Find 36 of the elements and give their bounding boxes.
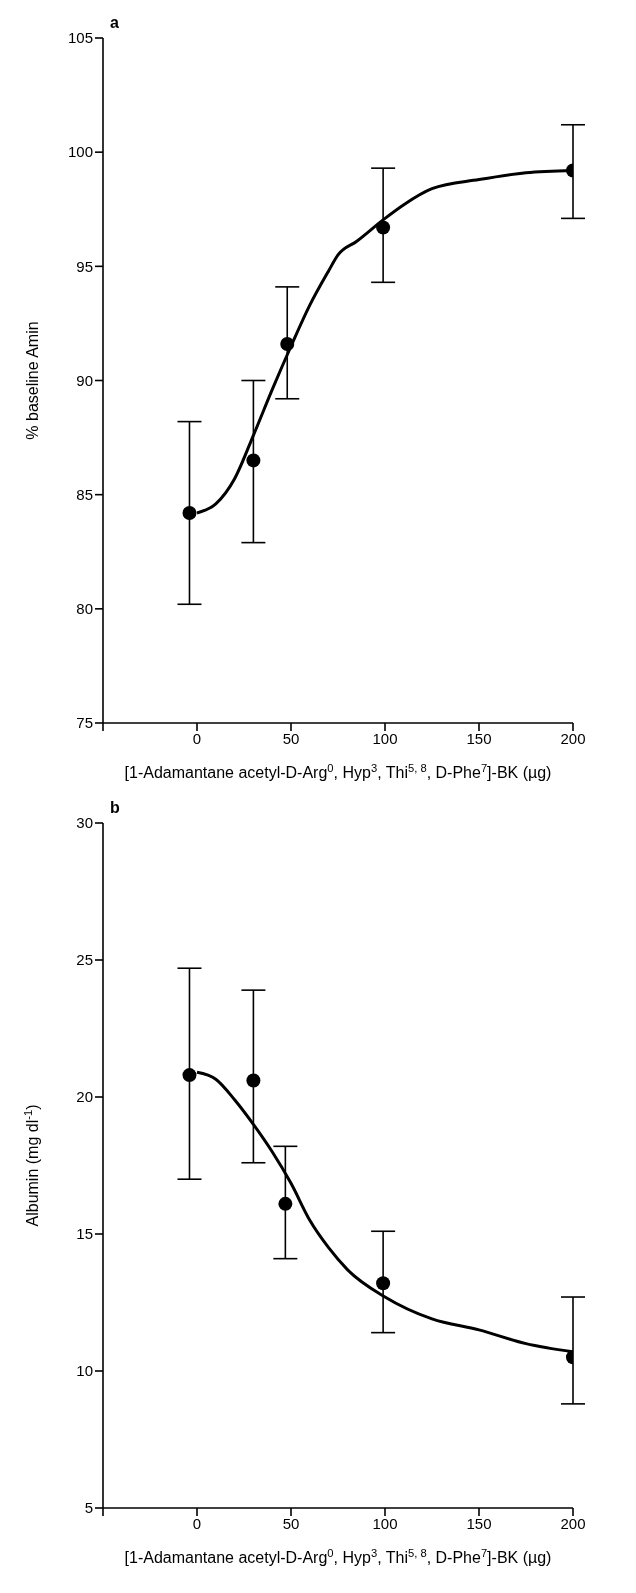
point xyxy=(280,336,295,351)
point xyxy=(376,1276,391,1291)
y-tick-label: 15 xyxy=(76,1225,93,1243)
y-tick-label: 105 xyxy=(67,29,93,47)
chart-title: b xyxy=(110,799,120,817)
x-tick-label: 50 xyxy=(282,729,300,747)
point xyxy=(182,505,197,520)
x-tick-label: 150 xyxy=(466,1514,492,1532)
y-tick-label: 75 xyxy=(76,714,93,732)
y-tick-label: 25 xyxy=(76,951,93,969)
point xyxy=(278,1196,293,1211)
point xyxy=(246,1073,261,1088)
text: [1-Adamantane acetyl-D-Arg$^{0}$, Hyp$^{3}$, Thi$^{5, 8}$, D-Phe$^{7}$]-BK (µg) xyxy=(124,762,552,781)
y-tick-label: 80 xyxy=(76,600,93,618)
x-tick-label: 100 xyxy=(372,1514,398,1532)
text: [1-Adamantane acetyl-D-Arg$^{0}$, Hyp$^{3}$, Thi$^{5, 8}$, D-Phe$^{7}$]-BK (µg) xyxy=(124,1547,552,1566)
y-tick-label: 85 xyxy=(76,485,93,503)
y-tick-label: 20 xyxy=(76,1088,93,1106)
y-axis-title: % baseline Amin xyxy=(24,321,41,440)
x-tick-label: 0 xyxy=(192,1514,202,1532)
y-tick-label: 30 xyxy=(76,814,93,832)
x-tick-label: 200 xyxy=(560,729,586,747)
x-tick-label: 200 xyxy=(560,1514,586,1532)
y-tick-label: 95 xyxy=(76,257,93,275)
point xyxy=(376,220,391,235)
y-tick-label: 5 xyxy=(84,1499,93,1517)
x-tick-label: 50 xyxy=(282,1514,300,1532)
y-tick-label: 90 xyxy=(76,371,93,389)
x-tick-label: 0 xyxy=(192,729,202,747)
chart-title: a xyxy=(110,14,119,32)
point xyxy=(182,1068,197,1083)
y-tick-label: 100 xyxy=(67,143,93,161)
x-tick-label: 100 xyxy=(372,729,398,747)
x-tick-label: 150 xyxy=(466,729,492,747)
point xyxy=(246,453,261,468)
y-tick-label: 10 xyxy=(76,1362,93,1380)
